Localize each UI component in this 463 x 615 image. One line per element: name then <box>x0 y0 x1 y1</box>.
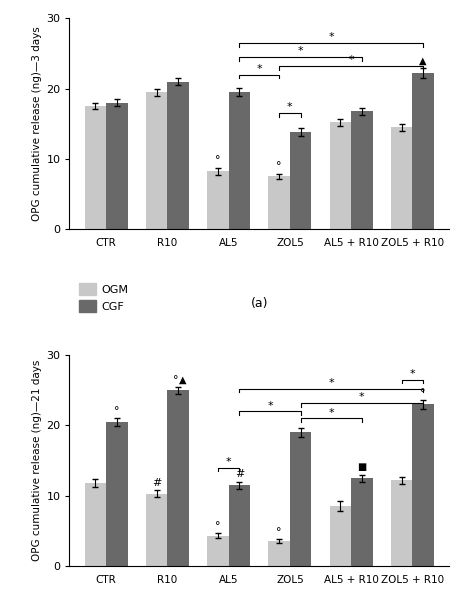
Text: °: ° <box>276 161 282 171</box>
Text: °: ° <box>420 388 426 398</box>
Text: *: * <box>257 64 262 74</box>
Text: *: * <box>328 408 334 418</box>
Bar <box>269 177 290 229</box>
Text: #: # <box>152 478 162 488</box>
Bar <box>351 478 373 566</box>
Bar <box>413 73 434 229</box>
Text: ▲: ▲ <box>179 375 186 385</box>
Bar <box>146 493 168 566</box>
Bar <box>85 106 106 229</box>
Text: *: * <box>410 369 415 379</box>
Text: ■: ■ <box>357 462 367 472</box>
Bar <box>146 92 168 229</box>
Bar <box>207 172 229 229</box>
Text: (a): (a) <box>250 297 268 310</box>
Bar <box>330 506 351 566</box>
Text: *: * <box>226 457 232 467</box>
Bar <box>391 480 413 566</box>
Text: °: ° <box>215 521 221 531</box>
Bar <box>229 485 250 566</box>
Y-axis label: OPG cumulative release (ng)—3 days: OPG cumulative release (ng)—3 days <box>32 26 42 221</box>
Text: °: ° <box>114 406 119 416</box>
Text: *: * <box>328 378 334 388</box>
Text: *: * <box>267 401 273 411</box>
Bar <box>269 541 290 566</box>
Text: °: ° <box>173 375 178 385</box>
Bar <box>290 132 311 229</box>
Text: *: * <box>298 46 303 57</box>
Bar <box>330 122 351 229</box>
Bar <box>413 405 434 566</box>
Text: #: # <box>235 469 244 480</box>
Bar <box>351 111 373 229</box>
Legend: OGM, CGF: OGM, CGF <box>75 279 133 316</box>
Text: ▲: ▲ <box>419 56 427 66</box>
Text: °: ° <box>276 527 282 537</box>
Text: *: * <box>328 33 334 42</box>
Y-axis label: OPG cumulative release (ng)—21 days: OPG cumulative release (ng)—21 days <box>32 360 42 561</box>
Bar <box>168 82 189 229</box>
Text: *: * <box>359 392 365 402</box>
Bar <box>290 432 311 566</box>
Bar <box>85 483 106 566</box>
Bar <box>207 536 229 566</box>
Bar <box>168 391 189 566</box>
Text: *: * <box>348 55 354 65</box>
Text: °: ° <box>215 155 221 165</box>
Bar <box>106 422 128 566</box>
Bar <box>106 103 128 229</box>
Bar <box>229 92 250 229</box>
Bar <box>391 127 413 229</box>
Text: *: * <box>287 103 293 113</box>
